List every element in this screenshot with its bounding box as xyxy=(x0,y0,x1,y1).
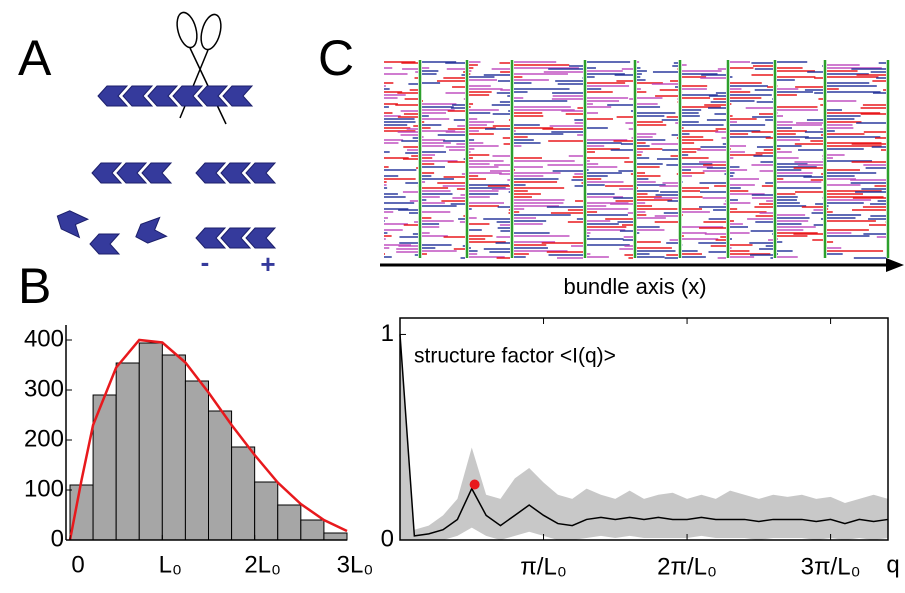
chevron xyxy=(197,85,229,107)
scissors xyxy=(176,11,227,125)
chevron xyxy=(135,216,168,244)
plus-end: + xyxy=(260,249,275,279)
bundle-image xyxy=(384,60,890,259)
bar xyxy=(277,504,302,541)
x-tick-label: 3L₀ xyxy=(337,551,374,578)
chevron xyxy=(195,162,227,184)
bar xyxy=(184,380,210,541)
chevron xyxy=(220,162,252,184)
bar xyxy=(161,354,186,541)
chevron xyxy=(222,85,254,107)
annotation: structure factor <I(q)> xyxy=(414,345,616,368)
chevron xyxy=(116,162,148,184)
chevron xyxy=(245,227,277,249)
minus-end: - xyxy=(201,247,210,277)
bar xyxy=(208,410,233,541)
x-tick-label: 2L₀ xyxy=(244,551,281,578)
bar xyxy=(254,481,279,541)
bar xyxy=(323,532,348,541)
bar xyxy=(69,484,94,541)
bar xyxy=(300,519,325,541)
x-tick-label: 0 xyxy=(71,551,84,578)
x-tick-label: 3π/L₀ xyxy=(801,553,861,580)
chevron xyxy=(141,162,173,184)
panel-label: C xyxy=(318,30,354,86)
y-tick-label: 0 xyxy=(381,525,394,552)
mean-line xyxy=(399,334,889,537)
chevron xyxy=(122,85,154,107)
y-tick-label: 400 xyxy=(24,325,64,352)
y-tick-label: 200 xyxy=(24,425,64,452)
fit-curve xyxy=(68,338,348,541)
chevron xyxy=(220,227,252,249)
y-tick-label: 100 xyxy=(24,475,64,502)
x-tick-label: 2π/L₀ xyxy=(657,553,717,580)
plot-frame xyxy=(399,317,889,541)
chevron xyxy=(245,162,277,184)
chevron xyxy=(56,210,90,239)
chevron xyxy=(147,85,179,107)
x-axis-label: q xyxy=(886,551,899,578)
chevron xyxy=(91,162,123,184)
x-tick-label: π/L₀ xyxy=(520,553,567,580)
bar xyxy=(231,446,256,541)
arrow-head xyxy=(886,258,904,272)
y-tick-label: 0 xyxy=(51,525,64,552)
panel-label: A xyxy=(18,30,52,86)
bar xyxy=(115,362,140,541)
chevron xyxy=(172,85,204,107)
panel-label: B xyxy=(18,258,51,314)
chevron xyxy=(195,227,227,249)
bar xyxy=(138,342,163,541)
peak-marker xyxy=(469,479,480,490)
chevron xyxy=(97,85,129,107)
filament-diagram xyxy=(56,85,277,255)
y-tick-label: 300 xyxy=(24,375,64,402)
error-band xyxy=(400,334,888,540)
chevron xyxy=(89,233,121,255)
axis-label: bundle axis (x) xyxy=(563,274,706,299)
x-tick-label: L₀ xyxy=(159,551,182,578)
y-tick-label: 1 xyxy=(381,320,394,347)
